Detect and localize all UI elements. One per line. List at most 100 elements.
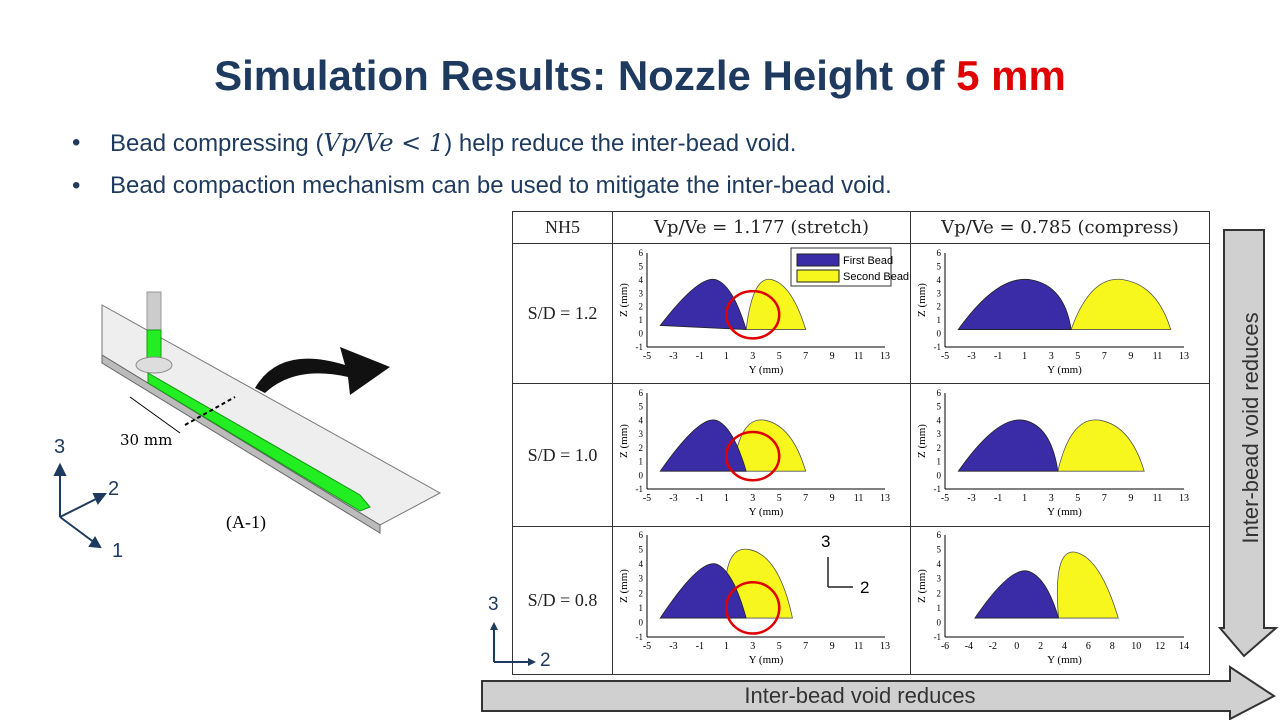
figure-caption: (A-1) (226, 512, 266, 533)
x-tick-label: 1 (724, 351, 729, 362)
x-tick-label: -3 (669, 641, 677, 652)
legend-swatch-first (796, 253, 840, 267)
y-tick-label: 6 (937, 388, 942, 398)
x-tick-label: 3 (1049, 351, 1054, 362)
row-label-2: S/D = 1.0 (512, 383, 613, 527)
substrate-rail (101, 354, 381, 534)
x-tick-label: 9 (830, 493, 835, 504)
x-tick-label: 7 (803, 351, 808, 362)
row-label-1: S/D = 1.2 (512, 243, 613, 385)
table-axis-3: 3 (488, 594, 499, 615)
x-tick-label: 12 (1155, 641, 1165, 652)
x-tick-label: 8 (1110, 641, 1115, 652)
y-tick-label: 5 (639, 261, 644, 271)
y-tick-label: 4 (639, 559, 644, 569)
x-tick-label: -3 (967, 493, 975, 504)
y-tick-label: 2 (639, 301, 644, 311)
y-tick-label: 0 (937, 618, 942, 628)
axis-3-label: 3 (54, 436, 65, 458)
x-tick-label: -3 (669, 493, 677, 504)
x-axis-label: Y (mm) (1047, 506, 1082, 518)
void-circle (725, 430, 781, 482)
y-axis-label: Z (mm) (916, 282, 928, 316)
bullet-1-post: ) help reduce the inter-bead void. (444, 130, 797, 157)
second-bead-shape (1070, 278, 1172, 330)
y-axis-label: Z (mm) (916, 424, 928, 458)
x-tick-label: 1 (1022, 351, 1027, 362)
x-axis-label: Y (mm) (1047, 654, 1082, 666)
x-tick-label: 0 (1014, 641, 1019, 652)
y-tick-label: 3 (639, 574, 644, 584)
y-tick-label: 0 (639, 470, 644, 480)
void-circle (725, 289, 781, 340)
x-tick-label: -6 (941, 641, 949, 652)
x-tick-label: 5 (1075, 351, 1080, 362)
y-tick-label: 5 (937, 402, 942, 412)
y-tick-label: 5 (639, 402, 644, 412)
x-tick-label: -5 (941, 351, 949, 362)
x-tick-label: 13 (1179, 493, 1189, 504)
results-table: NH5 Vp/Ve = 1.177 (stretch) Vp/Ve = 0.78… (512, 210, 1210, 676)
slide-title: Simulation Results: Nozzle Height of 5 m… (0, 52, 1280, 100)
second-bead-shape (1056, 551, 1119, 619)
x-tick-label: -5 (643, 641, 651, 652)
x-tick-label: 13 (1179, 351, 1189, 362)
y-tick-label: 1 (937, 315, 942, 325)
y-tick-label: 2 (639, 589, 644, 599)
first-bead-shape (957, 419, 1059, 472)
x-tick-label: 3 (1049, 493, 1054, 504)
y-tick-label: -1 (636, 342, 644, 352)
void-circle (725, 581, 781, 636)
y-tick-label: 0 (639, 618, 644, 628)
y-tick-label: -1 (934, 632, 942, 642)
x-tick-label: 9 (1128, 351, 1133, 362)
y-axis-label: Z (mm) (618, 569, 630, 603)
title-main: Simulation Results: Nozzle Height of (214, 52, 957, 99)
x-tick-label: 2 (1038, 641, 1043, 652)
y-tick-label: 4 (639, 275, 644, 285)
x-tick-label: 11 (854, 641, 864, 652)
y-tick-label: 5 (937, 545, 942, 555)
legend-swatch-second (796, 269, 840, 283)
first-bead-shape (659, 563, 747, 619)
x-tick-label: -5 (941, 493, 949, 504)
y-tick-label: -1 (636, 632, 644, 642)
x-axis-label: Y (mm) (749, 654, 784, 666)
x-tick-label: -1 (994, 351, 1002, 362)
bullet-dot: • (72, 172, 81, 199)
cut-line (184, 396, 236, 426)
plot-r1-c1: 6 5 4 3 2 1 0 -1 -5 -3 -1 1 3 5 7 9 11 13 Y (mm) Z (mm) Firs… (612, 243, 911, 385)
y-tick-label: -1 (934, 484, 942, 494)
y-tick-label: 2 (639, 443, 644, 453)
y-axis-label: Z (mm) (618, 282, 630, 316)
y-tick-label: 1 (639, 457, 644, 467)
x-tick-label: 1 (1022, 493, 1027, 504)
x-tick-label: 10 (1131, 641, 1141, 652)
x-axis-label: Y (mm) (1047, 364, 1082, 376)
x-tick-label: 13 (880, 351, 890, 362)
x-tick-label: 7 (1102, 493, 1107, 504)
y-axis-label: Z (mm) (618, 424, 630, 458)
y-tick-label: 2 (937, 443, 942, 453)
table-axis-2: 2 (540, 650, 551, 670)
col-header-stretch: Vp/Ve = 1.177 (stretch) (612, 210, 911, 245)
plot-r2-c2: 6 5 4 3 2 1 0 -1 -5 -3 -1 1 3 5 7 9 11 13 Y (mm) Z (mm) (910, 383, 1210, 527)
x-tick-label: -2 (989, 641, 997, 652)
x-tick-label: 11 (1153, 351, 1163, 362)
x-tick-label: -1 (696, 493, 704, 504)
y-tick-label: 0 (937, 328, 942, 338)
bullet-1-pre: Bead compressing ( (110, 130, 324, 157)
corner-label: NH5 (512, 210, 613, 245)
x-tick-label: 4 (1062, 641, 1067, 652)
x-tick-label: 9 (1128, 493, 1133, 504)
nozzle-illustration: 3 2 1 30 mm (A-1) (53, 291, 442, 562)
x-tick-label: 3 (750, 493, 755, 504)
y-tick-label: 4 (937, 415, 942, 425)
x-tick-label: 11 (854, 493, 864, 504)
x-axis-label: Y (mm) (749, 506, 784, 518)
y-tick-label: 3 (937, 288, 942, 298)
row-label-3: S/D = 0.8 (512, 525, 613, 676)
bullet-dot: • (72, 129, 81, 156)
x-tick-label: -5 (643, 351, 651, 362)
first-bead-shape (659, 278, 747, 330)
